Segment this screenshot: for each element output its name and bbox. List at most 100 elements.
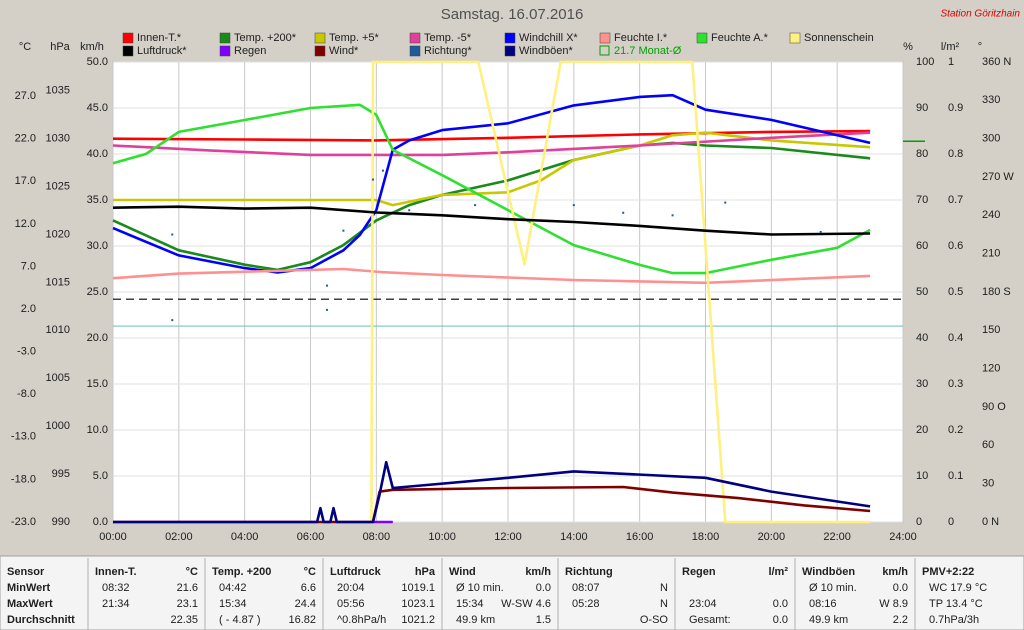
legend-swatch xyxy=(599,45,610,56)
cell: N xyxy=(660,582,668,594)
legend-label: Wind* xyxy=(329,45,359,57)
cell: MaxWert xyxy=(7,598,53,610)
section-unit: hPa xyxy=(415,566,436,578)
y-tick-label: 40 xyxy=(916,332,928,344)
cell: ^0.8hPa/h xyxy=(337,614,386,626)
y-tick-label: 1035 xyxy=(46,85,70,97)
station-label: Station Göritzhain xyxy=(941,9,1021,20)
direction-point xyxy=(171,319,174,322)
y-tick-label: 1025 xyxy=(46,180,70,192)
legend-label: Luftdruck* xyxy=(137,45,187,57)
direction-point xyxy=(671,214,674,217)
y-tick-label: 35.0 xyxy=(87,194,108,206)
y-tick-label: 1020 xyxy=(46,228,70,240)
legend-swatch xyxy=(409,45,421,57)
cell: 2.2 xyxy=(893,614,908,626)
cell: WC 17.9 °C xyxy=(929,582,987,594)
y-tick-label: 1005 xyxy=(46,372,70,384)
section-unit: km/h xyxy=(882,566,908,578)
section-title: Wind xyxy=(449,566,476,578)
legend-swatch xyxy=(696,32,708,44)
x-tick-label: 08:00 xyxy=(363,531,391,543)
direction-point xyxy=(474,204,477,207)
y-tick-label: 330 xyxy=(982,94,1000,106)
y-tick-label: -23.0 xyxy=(11,516,36,528)
y-tick-label: 0.4 xyxy=(948,332,963,344)
series-line xyxy=(112,103,871,275)
cell: O-SO xyxy=(640,614,669,626)
cell: 21:34 xyxy=(102,598,130,610)
y-tick-label: -18.0 xyxy=(11,473,36,485)
section-title: Regen xyxy=(682,566,716,578)
cell: 23.1 xyxy=(177,598,198,610)
cell: 08:16 xyxy=(809,598,837,610)
legend-swatch xyxy=(504,32,516,44)
legend-swatch xyxy=(314,32,326,44)
cell: 1023.1 xyxy=(401,598,435,610)
direction-point xyxy=(622,211,625,214)
direction-point xyxy=(381,169,384,172)
axis-unit: hPa xyxy=(50,41,70,53)
y-tick-label: 10 xyxy=(916,470,928,482)
legend-swatch xyxy=(219,45,231,57)
cell: 20:04 xyxy=(337,582,365,594)
axis-unit: km/h xyxy=(80,41,104,53)
y-tick-label: 30.0 xyxy=(87,240,108,252)
y-tick-label: 1010 xyxy=(46,324,70,336)
x-tick-label: 18:00 xyxy=(692,531,720,543)
y-tick-label: -3.0 xyxy=(17,346,36,358)
series-line xyxy=(113,60,871,524)
series-line xyxy=(113,131,871,207)
cell: 24.4 xyxy=(295,598,316,610)
y-tick-label: 0.7 xyxy=(948,194,963,206)
section-title: Luftdruck xyxy=(330,566,382,578)
x-tick-label: 20:00 xyxy=(758,531,786,543)
cell: 04:42 xyxy=(219,582,247,594)
legend-swatch xyxy=(219,32,231,44)
y-tick-label: -8.0 xyxy=(17,388,36,400)
legend-label: Temp. -5* xyxy=(424,32,472,44)
y-tick-label: 90 xyxy=(916,102,928,114)
cell: 1019.1 xyxy=(401,582,435,594)
axis-unit: l/m² xyxy=(941,41,960,53)
section-unit: l/m² xyxy=(768,566,788,578)
y-tick-label: 1 xyxy=(948,56,954,68)
cell: 1.5 xyxy=(536,614,551,626)
y-tick-label: 10.0 xyxy=(87,424,108,436)
section-title: Richtung xyxy=(565,566,613,578)
y-tick-label: 0.9 xyxy=(948,102,963,114)
direction-point xyxy=(724,201,727,204)
series-line xyxy=(112,205,871,236)
x-tick-label: 14:00 xyxy=(560,531,588,543)
direction-point xyxy=(325,308,328,311)
direction-point xyxy=(342,229,345,232)
stats-panel xyxy=(0,555,1024,630)
y-tick-label: 90 O xyxy=(982,401,1006,413)
cell: 0.0 xyxy=(536,582,551,594)
legend-label: Regen xyxy=(234,45,266,57)
legend-swatch xyxy=(122,32,134,44)
x-tick-label: 16:00 xyxy=(626,531,654,543)
legend-label: Temp. +200* xyxy=(234,32,297,44)
axis-unit: ° xyxy=(978,41,982,53)
y-tick-label: 20 xyxy=(916,424,928,436)
y-tick-label: 240 xyxy=(982,209,1000,221)
y-tick-label: 17.0 xyxy=(15,175,36,187)
cell: 15:34 xyxy=(456,598,484,610)
y-tick-label: 1015 xyxy=(46,276,70,288)
y-tick-label: 995 xyxy=(52,468,70,480)
legend-label: Feuchte I.* xyxy=(614,32,668,44)
legend-label: Innen-T.* xyxy=(137,32,182,44)
y-tick-label: 0.0 xyxy=(93,516,108,528)
y-tick-label: 1000 xyxy=(46,420,70,432)
direction-point xyxy=(572,204,575,207)
legend-swatch xyxy=(789,32,801,44)
cell: W-SW 4.6 xyxy=(501,598,551,610)
cell: 0.0 xyxy=(773,614,788,626)
cell: 22.35 xyxy=(170,614,198,626)
section-title: PMV+2:22 xyxy=(922,566,974,578)
legend-label: 21.7 Monat-Ø xyxy=(614,45,682,57)
y-tick-label: -13.0 xyxy=(11,431,36,443)
